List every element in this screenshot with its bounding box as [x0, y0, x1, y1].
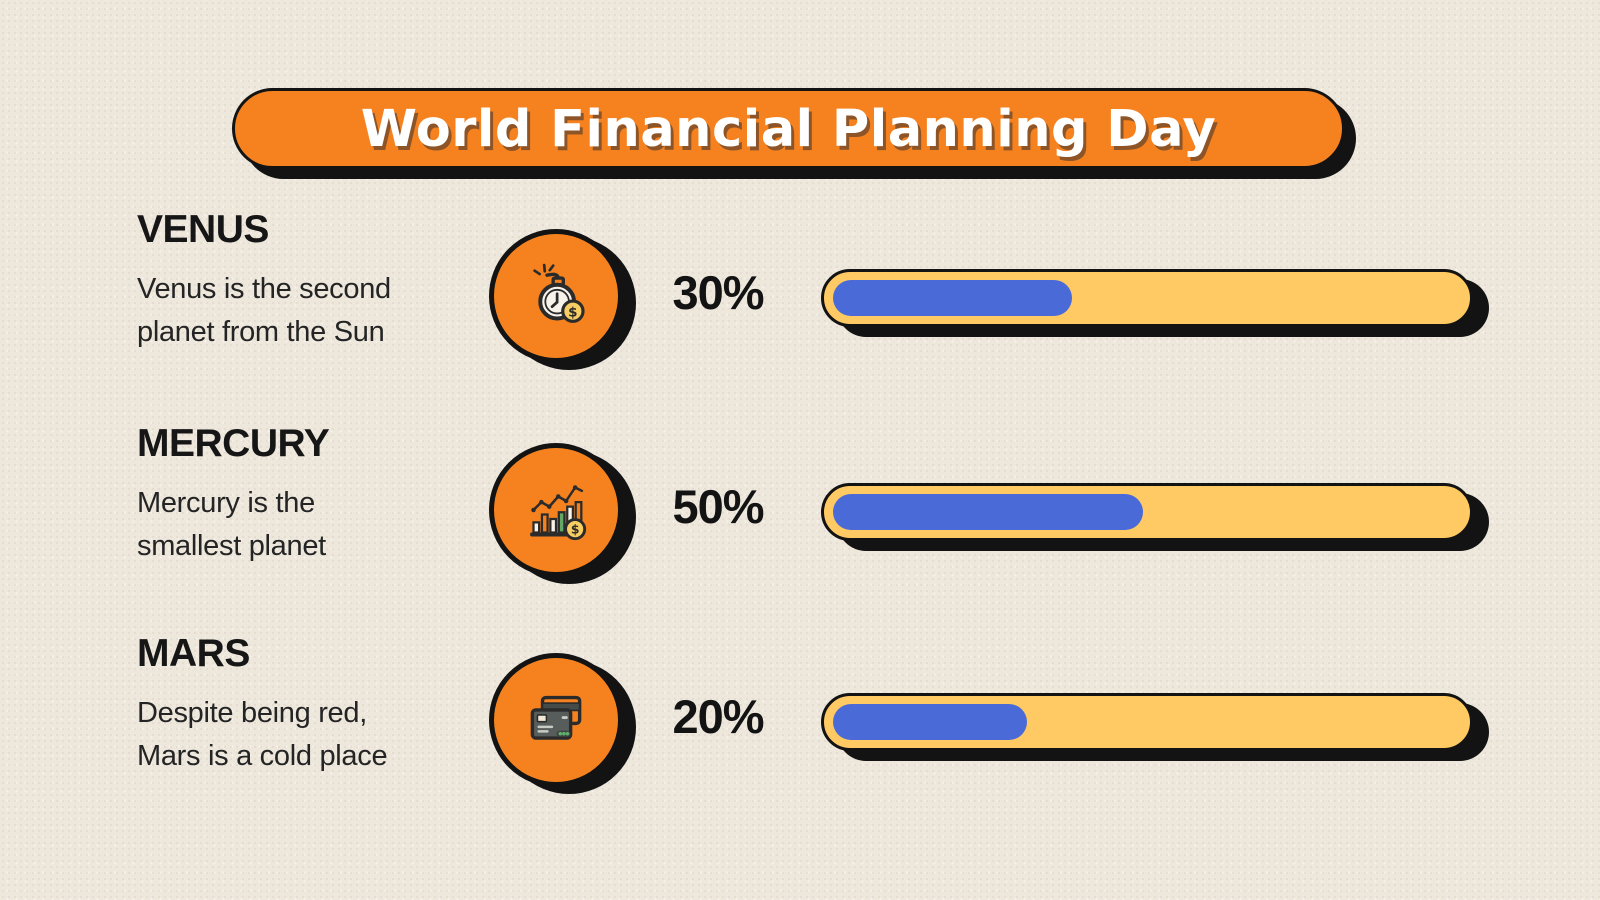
planet-row-mars: MARS Despite being red, Mars is a cold p…: [0, 626, 1600, 838]
planet-description: Venus is the second planet from the Sun: [137, 273, 391, 348]
percent-label: 30%: [672, 266, 764, 319]
progress-bar-track: [821, 693, 1473, 751]
dollar-coin-icon: $: [561, 299, 585, 323]
progress-bar-fill: [833, 704, 1027, 740]
progress-bar-fill: [833, 494, 1144, 530]
dollar-coin-icon: $: [564, 518, 587, 541]
planet-row-venus: VENUS Venus is the second planet from th…: [0, 202, 1600, 414]
svg-text:$: $: [571, 523, 580, 537]
planet-name: MERCURY: [137, 422, 330, 465]
icon-badge: $: [489, 443, 623, 577]
percent-label: 50%: [672, 480, 764, 533]
growth-bar-chart-money-icon: $: [530, 485, 587, 541]
percent-label: 20%: [672, 690, 764, 743]
page-title: World Financial Planning Day: [360, 100, 1217, 159]
time-bomb-clock-money-icon: $: [533, 263, 585, 323]
planet-description: Despite being red, Mars is a cold place: [137, 697, 388, 772]
progress-bar-track: [821, 269, 1473, 327]
planet-row-mercury: MERCURY Mercury is the smallest planet: [0, 416, 1600, 628]
planet-name: MARS: [137, 632, 250, 675]
icon-badge: $: [489, 229, 623, 363]
icon-badge: [489, 653, 623, 787]
credit-cards-icon: [530, 695, 582, 740]
svg-text:$: $: [568, 304, 577, 320]
planet-name: VENUS: [137, 208, 269, 251]
title-banner: World Financial Planning Day: [232, 88, 1345, 169]
progress-bar-fill: [833, 280, 1073, 316]
planet-description: Mercury is the smallest planet: [137, 487, 326, 562]
progress-bar-track: [821, 483, 1473, 541]
